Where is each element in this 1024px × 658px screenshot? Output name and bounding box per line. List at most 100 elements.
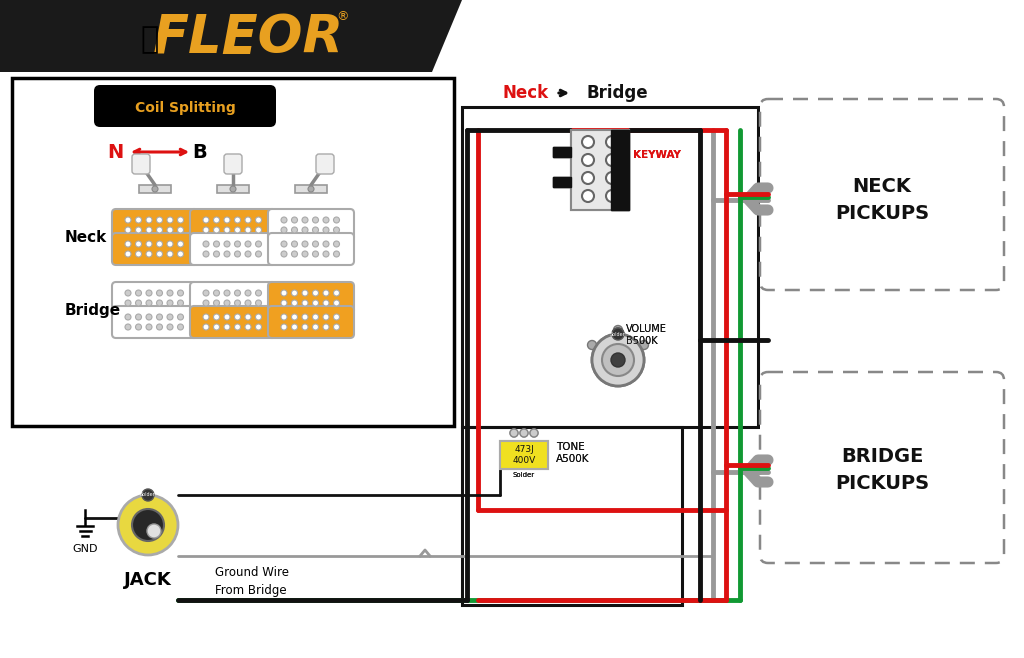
Circle shape (177, 227, 183, 233)
Circle shape (606, 190, 618, 202)
Circle shape (167, 241, 173, 247)
FancyBboxPatch shape (611, 130, 629, 210)
Circle shape (256, 227, 261, 233)
Circle shape (146, 251, 152, 257)
Circle shape (588, 340, 597, 349)
Circle shape (177, 241, 183, 247)
Circle shape (606, 136, 618, 148)
Circle shape (302, 251, 308, 257)
Text: VOLUME
B500K: VOLUME B500K (626, 324, 667, 346)
Circle shape (203, 314, 209, 320)
Text: Neck: Neck (503, 84, 549, 102)
Circle shape (606, 154, 618, 166)
Circle shape (234, 324, 241, 330)
Circle shape (146, 217, 152, 223)
Circle shape (125, 227, 131, 233)
Circle shape (213, 217, 219, 223)
Circle shape (245, 314, 251, 320)
Circle shape (125, 314, 131, 320)
FancyBboxPatch shape (553, 147, 571, 157)
Circle shape (292, 290, 298, 296)
FancyBboxPatch shape (112, 306, 198, 338)
FancyBboxPatch shape (190, 282, 276, 314)
Circle shape (177, 300, 183, 306)
Circle shape (167, 314, 173, 320)
Circle shape (167, 290, 173, 296)
Circle shape (245, 251, 251, 257)
Circle shape (213, 314, 219, 320)
FancyBboxPatch shape (190, 209, 276, 241)
Text: TONE
A500K: TONE A500K (556, 442, 590, 464)
Circle shape (157, 251, 163, 257)
Circle shape (334, 227, 340, 233)
Text: Bridge: Bridge (65, 303, 121, 318)
Circle shape (203, 217, 209, 223)
Circle shape (118, 495, 178, 555)
Circle shape (312, 324, 318, 330)
FancyBboxPatch shape (500, 441, 548, 469)
Circle shape (177, 314, 183, 320)
Text: Solder: Solder (610, 332, 626, 336)
Circle shape (582, 190, 594, 202)
Text: Solder: Solder (610, 332, 626, 336)
Circle shape (292, 314, 298, 320)
Circle shape (292, 241, 298, 247)
Circle shape (203, 290, 209, 296)
Circle shape (323, 227, 329, 233)
Circle shape (323, 241, 329, 247)
Circle shape (302, 217, 308, 223)
Circle shape (312, 241, 318, 247)
Circle shape (592, 334, 644, 386)
Circle shape (146, 290, 152, 296)
Circle shape (157, 314, 163, 320)
Circle shape (245, 290, 251, 296)
Circle shape (582, 154, 594, 166)
Text: FLEOR: FLEOR (153, 12, 344, 64)
Circle shape (611, 353, 625, 367)
Circle shape (234, 241, 241, 247)
Text: Solder: Solder (140, 492, 156, 497)
Circle shape (582, 136, 594, 148)
Circle shape (224, 241, 230, 247)
Circle shape (606, 190, 618, 202)
Circle shape (510, 429, 518, 437)
Circle shape (157, 324, 163, 330)
FancyBboxPatch shape (190, 233, 276, 265)
Circle shape (135, 314, 141, 320)
FancyBboxPatch shape (295, 185, 327, 193)
Text: JACK: JACK (124, 571, 172, 589)
Text: KEYWAY: KEYWAY (633, 150, 681, 160)
Circle shape (135, 324, 141, 330)
Circle shape (234, 251, 241, 257)
Circle shape (224, 290, 230, 296)
Circle shape (612, 328, 624, 340)
Circle shape (125, 290, 131, 296)
Circle shape (256, 324, 261, 330)
Circle shape (312, 290, 318, 296)
Circle shape (292, 217, 298, 223)
Circle shape (203, 241, 209, 247)
FancyBboxPatch shape (112, 282, 198, 314)
Circle shape (281, 314, 287, 320)
Circle shape (125, 241, 131, 247)
FancyBboxPatch shape (268, 282, 354, 314)
FancyBboxPatch shape (112, 233, 198, 265)
Circle shape (639, 340, 648, 349)
Circle shape (312, 300, 318, 306)
Circle shape (292, 300, 298, 306)
Text: Coil Splitting: Coil Splitting (134, 101, 236, 115)
Circle shape (582, 136, 594, 148)
Circle shape (135, 300, 141, 306)
Circle shape (234, 227, 241, 233)
Circle shape (606, 172, 618, 184)
Circle shape (323, 324, 329, 330)
Text: GND: GND (73, 544, 97, 554)
Circle shape (302, 300, 308, 306)
Text: 473J
400V: 473J 400V (512, 445, 536, 465)
Circle shape (602, 344, 634, 376)
Circle shape (125, 217, 131, 223)
Circle shape (125, 324, 131, 330)
FancyBboxPatch shape (553, 177, 571, 187)
Circle shape (281, 324, 287, 330)
Circle shape (302, 227, 308, 233)
